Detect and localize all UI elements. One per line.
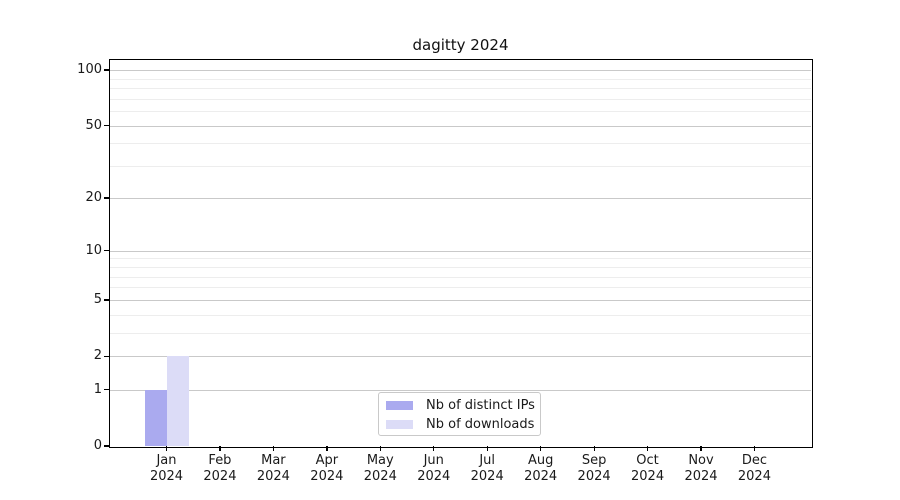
y-tick [103,388,109,391]
y-tick [103,69,109,71]
y-tick-label: 10 [85,242,102,258]
gridline-major [110,250,811,252]
y-tick-label: 1 [93,381,102,397]
y-tick [103,197,109,199]
x-tick [646,446,649,451]
gridline-minor [110,258,811,260]
x-tick-label: Feb 2024 [203,453,237,484]
legend-swatch-downloads [386,420,413,429]
gridline-major [110,197,811,199]
x-tick [165,446,168,451]
legend-label-downloads: Nb of downloads [426,417,535,432]
x-tick [433,446,435,451]
x-tick-label: Apr 2024 [310,453,344,484]
x-tick [593,446,595,451]
x-tick-label: Jan 2024 [149,453,184,484]
legend-entry-downloads: Nb of downloads [379,415,540,434]
gridline-minor [110,333,811,335]
x-tick [540,446,542,451]
legend: Nb of distinct IPs Nb of downloads [378,392,541,436]
gridline-major [110,125,811,127]
gridline-major [110,70,811,71]
gridline-minor [110,166,811,168]
y-tick [103,250,109,252]
x-tick-label: Nov 2024 [684,453,718,484]
x-tick [486,446,488,451]
gridline-minor [110,276,811,278]
bar-distinct-ips [144,389,167,446]
y-tick-label: 5 [93,292,102,308]
x-tick-label: Jul 2024 [470,453,504,484]
plot-area: Nb of distinct IPs Nb of downloads [108,58,813,448]
legend-swatch-distinct-ips [386,401,413,410]
y-tick-label: 0 [93,438,102,453]
x-tick-label: Dec 2024 [737,453,771,484]
gridline-minor [110,266,811,268]
x-tick [753,446,756,451]
x-tick [219,446,221,451]
y-tick-label: 20 [85,189,102,205]
gridline-major [110,300,811,302]
gridline-minor [110,87,811,89]
x-tick-label: Mar 2024 [256,453,290,484]
y-tick [103,125,109,127]
gridline-major [110,389,811,391]
x-tick-label: Sep 2024 [577,453,611,484]
x-tick-label: May 2024 [363,453,397,484]
gridline-minor [110,314,811,316]
legend-label-distinct-ips: Nb of distinct IPs [426,398,535,413]
legend-entry-distinct-ips: Nb of distinct IPs [379,396,540,415]
chart-title: dagitty 2024 [412,36,509,54]
x-tick [326,446,328,451]
gridline-minor [110,111,811,113]
gridline-major [110,356,811,358]
y-tick [103,445,109,447]
y-tick-label: 2 [93,348,102,364]
gridline-minor [110,78,811,80]
x-tick [272,446,275,451]
x-tick [700,446,702,451]
gridline-minor [110,143,811,145]
x-tick-label: Aug 2024 [524,453,558,484]
x-tick-label: Jun 2024 [417,453,451,484]
y-tick-label: 100 [77,62,102,77]
y-tick-label: 50 [85,117,102,133]
x-tick [379,446,381,451]
gridline-minor [110,287,811,289]
y-tick [103,355,109,358]
bar-downloads [166,356,189,446]
y-tick [103,299,109,301]
x-tick-label: Oct 2024 [631,453,665,484]
gridline-minor [110,98,811,100]
